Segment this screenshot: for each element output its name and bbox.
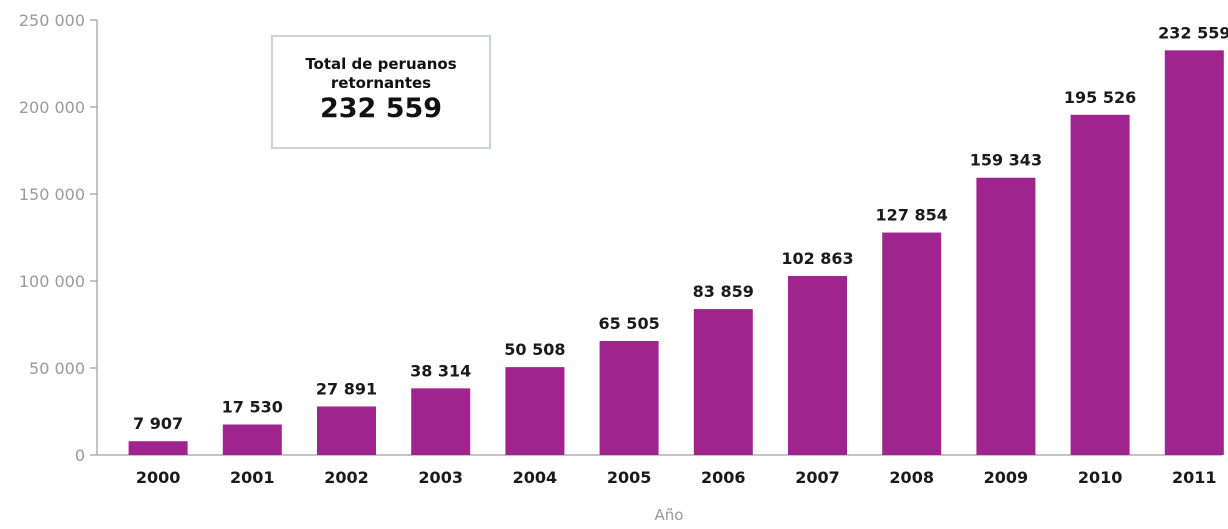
x-tick-label: 2008 <box>889 468 934 487</box>
bar-2006 <box>693 309 753 455</box>
bar-2003 <box>411 388 471 455</box>
data-label: 17 530 <box>222 397 283 416</box>
total-annotation-box: Total de peruanos retornantes 232 559 <box>271 35 491 149</box>
data-label: 102 863 <box>781 249 853 268</box>
total-annotation-line2: retornantes <box>330 74 432 92</box>
y-tick-label: 200 000 <box>19 98 85 117</box>
x-tick-label: 2009 <box>984 468 1029 487</box>
data-label: 195 526 <box>1064 88 1136 107</box>
bar-2011 <box>1164 50 1224 455</box>
data-label: 38 314 <box>410 361 471 380</box>
data-label: 27 891 <box>316 379 377 398</box>
x-tick-label: 2007 <box>795 468 840 487</box>
data-label: 232 559 <box>1158 23 1228 42</box>
x-tick-label: 2003 <box>418 468 463 487</box>
bar-2002 <box>317 406 376 455</box>
bar-2001 <box>222 424 282 455</box>
y-tick-label: 250 000 <box>19 11 85 30</box>
x-tick-label: 2005 <box>607 468 652 487</box>
x-tick-label: 2011 <box>1172 468 1217 487</box>
data-label: 7 907 <box>133 414 183 433</box>
data-label: 159 343 <box>970 151 1042 170</box>
y-tick-label: 150 000 <box>19 185 85 204</box>
x-tick-label: 2001 <box>230 468 275 487</box>
bar-2004 <box>505 367 565 455</box>
axes: 0 50 000 100 000 150 000 200 000 250 000 <box>19 11 1222 465</box>
data-label: 50 508 <box>504 340 565 359</box>
data-label: 83 859 <box>693 282 754 301</box>
x-tick-label: 2010 <box>1078 468 1123 487</box>
data-label: 127 854 <box>876 206 948 225</box>
bar-2000 <box>128 441 188 455</box>
bar-2008 <box>882 232 942 455</box>
y-tick-label: 50 000 <box>29 359 85 378</box>
labels: 2000 7 907 2001 17 530 2002 27 891 2003 38 314 2… <box>133 23 1228 524</box>
x-axis-title: Año <box>655 506 684 524</box>
y-tick-label: 0 <box>75 446 85 465</box>
x-tick-label: 2004 <box>513 468 558 487</box>
bar-2010 <box>1070 114 1130 455</box>
bar-2009 <box>976 177 1036 456</box>
total-annotation-line1: Total de peruanos <box>305 55 457 73</box>
x-tick-label: 2002 <box>324 468 369 487</box>
bars <box>128 50 1224 456</box>
bar-2007 <box>788 276 847 455</box>
y-tick-label: 100 000 <box>19 272 85 291</box>
x-tick-label: 2006 <box>701 468 746 487</box>
total-annotation-value: 232 559 <box>319 93 443 124</box>
data-label: 65 505 <box>598 314 659 333</box>
bar-2005 <box>599 341 659 455</box>
x-tick-label: 2000 <box>136 468 181 487</box>
